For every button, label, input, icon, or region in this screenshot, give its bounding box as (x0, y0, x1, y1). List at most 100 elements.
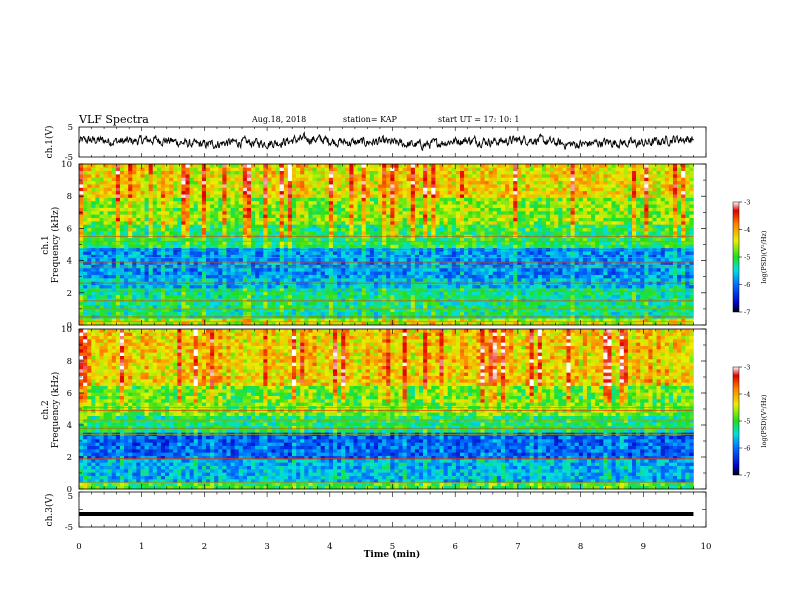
spectrogram-cell (439, 244, 444, 249)
spectrogram-cell (521, 304, 526, 309)
spectrogram-cell (427, 284, 432, 289)
spectrogram-cell (214, 241, 219, 245)
waveform-ch1-series (78, 131, 694, 152)
spectrogram-cell (545, 308, 551, 312)
spectrogram-cell (312, 318, 317, 322)
spectrogram-cell (95, 214, 100, 218)
spectrogram-cell (603, 241, 608, 245)
spectrogram-cell (177, 224, 182, 229)
spectrogram-cell (533, 237, 539, 242)
spectrogram-cell (382, 288, 387, 292)
spectrogram-cell (156, 274, 162, 279)
spectrogram-cell (353, 304, 358, 309)
spectrogram-cell (378, 301, 383, 306)
spectrogram-cell (259, 251, 264, 255)
spectrogram-cell (672, 251, 678, 255)
spectrogram-cell (595, 231, 600, 235)
spectrogram-cell (632, 291, 637, 296)
spectrogram-cell (451, 221, 457, 225)
spectrogram-cell (410, 224, 416, 229)
spectrogram-cell (267, 214, 272, 218)
spectrogram-cell (668, 241, 674, 245)
spectrogram-cell (99, 221, 104, 225)
spectrogram-cell (570, 224, 575, 229)
spectrogram-cell (234, 254, 240, 259)
spectrogram-cell (632, 254, 637, 259)
spectrogram-cell (328, 217, 334, 222)
spectrogram-cell (234, 217, 240, 222)
spectrogram-cell (320, 214, 326, 218)
spectrogram-cell (324, 291, 330, 296)
spectrogram-cell (382, 274, 387, 279)
spectrogram-cell (619, 231, 625, 235)
spectrogram-cell (591, 284, 596, 289)
spectrogram-cell (595, 224, 600, 229)
spectrogram-cell (251, 231, 256, 235)
spectrogram-cell (169, 271, 174, 275)
spectrogram-cell (492, 321, 498, 326)
spectrogram-cell (484, 278, 489, 282)
spectrogram-cell (586, 274, 592, 279)
spectrogram-cell (640, 267, 645, 272)
spectrogram-cell (427, 217, 432, 222)
spectrogram-cell (652, 254, 657, 259)
spectrogram-cell (472, 224, 477, 229)
spectrogram-cell (357, 284, 362, 289)
spectrogram-cell (545, 321, 551, 326)
spectrogram-cell (517, 237, 522, 242)
spectrogram-cell (480, 257, 485, 262)
spectrogram-cell (439, 267, 444, 272)
spectrogram-cell (545, 237, 551, 242)
spectrogram-cell (537, 241, 543, 245)
spectrogram-cell (545, 291, 551, 296)
spectrogram-cell (369, 308, 375, 312)
spectrogram-cell (386, 321, 391, 326)
spectrogram-cell (677, 278, 682, 282)
spectrogram-cell (169, 251, 174, 255)
spectrogram-cell (132, 254, 137, 259)
spectrogram-cell (152, 318, 158, 322)
spectrogram-cell (132, 257, 137, 262)
spectrogram-cell (365, 304, 371, 309)
spectrogram-cell (672, 254, 678, 259)
spectrogram-cell (394, 244, 399, 249)
spectrogram-cell (509, 217, 514, 222)
spectrogram-cell (328, 231, 334, 235)
spectrogram-cell (591, 251, 596, 255)
spectrogram-cell (390, 244, 395, 249)
spectrogram-cell (394, 298, 399, 302)
spectrogram-cell (550, 241, 555, 245)
spectrogram-cell (468, 278, 473, 282)
spectrogram-cell (308, 284, 313, 289)
spectrogram-cell (447, 321, 453, 326)
spectrogram-cell (644, 278, 649, 282)
spectrogram-cell (373, 237, 379, 242)
spectrogram-cell (320, 221, 326, 225)
spectrogram-cell (615, 301, 621, 306)
spectrogram-cell (607, 311, 612, 316)
spectrogram-cell (484, 264, 489, 269)
spectrogram-cell (599, 298, 604, 302)
spectrogram-cell (119, 251, 125, 255)
spectrogram-cell (550, 298, 555, 302)
spectrogram-cell (545, 217, 551, 222)
spectrogram-cell (472, 237, 477, 242)
spectrogram-cell (341, 231, 346, 235)
spectrogram-cell (316, 321, 321, 326)
spectrogram-cell (455, 294, 461, 299)
spectrogram-cell (296, 217, 301, 222)
spectrogram-cell (525, 261, 530, 265)
spectrogram-cell (525, 278, 530, 282)
spectrogram-cell (332, 231, 338, 235)
spectrogram-cell (353, 217, 358, 222)
spectrogram-cell (632, 271, 637, 275)
spectrogram-cell (156, 271, 162, 275)
spectrogram-cell (218, 321, 223, 326)
spectrogram-cell (124, 288, 129, 292)
spectrogram-cell (398, 254, 403, 259)
spectrogram-cell (660, 244, 666, 249)
header-date: Aug.18, 2018 (251, 115, 306, 124)
spectrogram-cell (255, 291, 260, 296)
spectrogram-cell (607, 244, 612, 249)
spectrogram-cell (603, 264, 608, 269)
